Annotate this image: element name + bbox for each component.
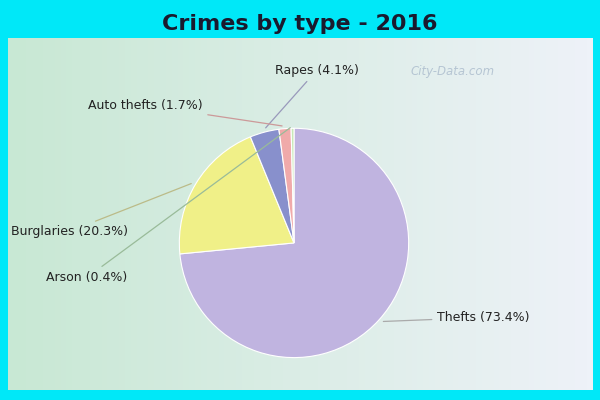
Text: Auto thefts (1.7%): Auto thefts (1.7%) xyxy=(88,99,282,126)
Wedge shape xyxy=(180,128,409,358)
Text: Crimes by type - 2016: Crimes by type - 2016 xyxy=(162,14,438,34)
Wedge shape xyxy=(291,128,294,243)
Wedge shape xyxy=(279,128,294,243)
Text: City-Data.com: City-Data.com xyxy=(410,65,494,78)
Text: Rapes (4.1%): Rapes (4.1%) xyxy=(266,64,359,128)
Text: Burglaries (20.3%): Burglaries (20.3%) xyxy=(11,184,191,238)
Text: Thefts (73.4%): Thefts (73.4%) xyxy=(383,311,530,324)
Wedge shape xyxy=(179,137,294,254)
Wedge shape xyxy=(250,129,294,243)
Text: Arson (0.4%): Arson (0.4%) xyxy=(46,128,290,284)
